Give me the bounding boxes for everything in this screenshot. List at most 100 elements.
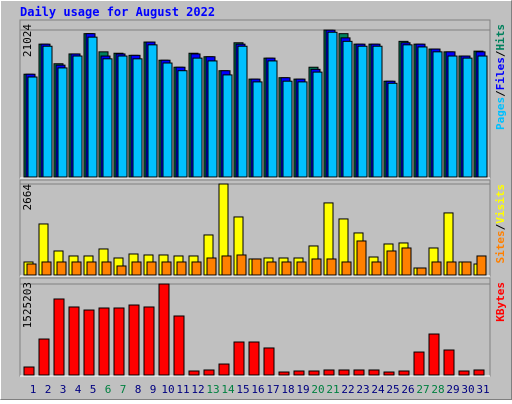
- bar: [282, 80, 293, 178]
- bar: [402, 44, 413, 178]
- legend-entry: Visits: [494, 184, 507, 224]
- bar: [386, 250, 397, 276]
- bar: [341, 261, 352, 276]
- legend-entry: Sites: [494, 230, 507, 263]
- bar: [206, 257, 217, 276]
- x-tick-label: 9: [150, 383, 157, 396]
- bar: [326, 258, 337, 276]
- bar: [432, 51, 443, 178]
- x-tick-label: 31: [476, 383, 489, 396]
- chart-title: Daily usage for August 2022: [20, 5, 215, 19]
- bar: [192, 57, 203, 178]
- bar: [158, 283, 170, 376]
- bar: [357, 45, 368, 178]
- x-tick-label: 23: [356, 383, 369, 396]
- bar: [87, 36, 98, 178]
- legend-entry: Files: [494, 57, 507, 90]
- bar: [473, 369, 485, 376]
- bar: [251, 258, 262, 276]
- bar: [53, 298, 65, 376]
- bar: [236, 254, 247, 276]
- bar: [443, 349, 455, 376]
- x-tick-label: 6: [105, 383, 112, 396]
- bar: [143, 306, 155, 376]
- x-tick-label: 3: [60, 383, 67, 396]
- bar: [401, 247, 412, 276]
- bar: [27, 76, 38, 178]
- x-tick-label: 25: [386, 383, 399, 396]
- bar: [248, 341, 260, 376]
- bar: [353, 369, 365, 376]
- bar: [308, 370, 320, 376]
- bar: [102, 58, 113, 178]
- bar: [188, 370, 200, 376]
- legend: Pages/Files/Hits: [494, 24, 507, 130]
- bar: [207, 60, 218, 178]
- x-tick-label: 18: [281, 383, 294, 396]
- bar: [356, 240, 367, 276]
- y-tick-label: 21024: [21, 24, 34, 57]
- x-tick-label: 28: [431, 383, 444, 396]
- bar: [221, 255, 232, 276]
- bar: [233, 341, 245, 376]
- bar: [41, 261, 52, 276]
- x-tick-label: 24: [371, 383, 385, 396]
- x-tick-label: 10: [161, 383, 174, 396]
- bar: [458, 370, 470, 376]
- bar: [327, 31, 338, 178]
- bar: [83, 309, 95, 376]
- y-tick-label: 1525203: [21, 282, 34, 328]
- bar: [278, 371, 290, 376]
- bar: [116, 265, 127, 276]
- bar: [98, 307, 110, 376]
- bar: [446, 261, 457, 276]
- bar: [428, 333, 440, 376]
- bar: [398, 370, 410, 376]
- bar: [263, 347, 275, 376]
- x-tick-label: 30: [461, 383, 474, 396]
- bar: [131, 261, 142, 276]
- bar: [312, 71, 323, 178]
- bar: [72, 55, 83, 178]
- bar: [477, 55, 488, 178]
- bar: [431, 261, 442, 276]
- bar: [38, 338, 50, 376]
- bar: [267, 60, 278, 178]
- bar: [266, 261, 277, 276]
- bar: [237, 45, 248, 178]
- bar: [161, 261, 172, 276]
- bar: [68, 306, 80, 376]
- legend: KBytes: [494, 282, 507, 322]
- legend-entry: Hits: [494, 24, 507, 51]
- x-tick-label: 22: [341, 383, 354, 396]
- legend-entry: Pages: [494, 97, 507, 130]
- bar: [162, 62, 173, 178]
- legend: Sites/Visits: [494, 184, 507, 264]
- bar: [56, 261, 67, 276]
- legend-separator: /: [494, 90, 507, 97]
- legend-separator: /: [494, 223, 507, 230]
- bar: [383, 371, 395, 376]
- bar: [101, 261, 112, 276]
- bar: [176, 261, 187, 276]
- bar: [173, 315, 185, 376]
- bar: [26, 263, 37, 276]
- bar: [368, 369, 380, 376]
- bar: [177, 70, 188, 178]
- bar: [128, 304, 140, 376]
- bar: [413, 351, 425, 376]
- x-tick-label: 17: [266, 383, 279, 396]
- x-tick-label: 5: [90, 383, 97, 396]
- bar: [281, 261, 292, 276]
- bar: [476, 255, 487, 276]
- bar: [297, 81, 308, 178]
- bar: [372, 45, 383, 178]
- bar: [462, 57, 473, 178]
- bar: [387, 82, 398, 178]
- bar: [417, 46, 428, 178]
- x-tick-label: 12: [191, 383, 204, 396]
- bar: [252, 81, 263, 178]
- bar: [296, 261, 307, 276]
